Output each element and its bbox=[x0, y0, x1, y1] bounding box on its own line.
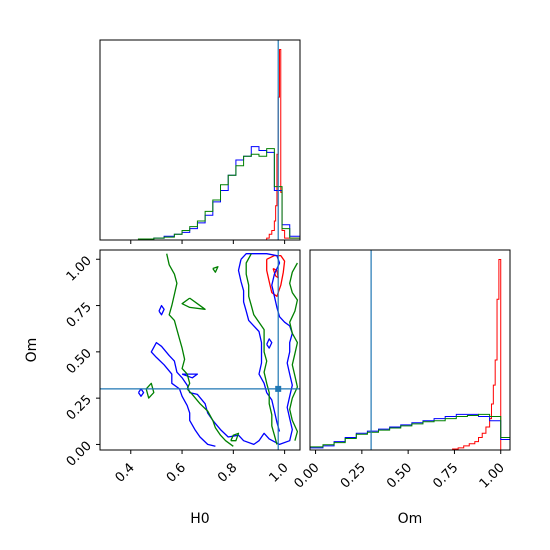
contour-line bbox=[212, 266, 219, 273]
contour-line bbox=[289, 262, 299, 441]
histogram-series bbox=[100, 148, 300, 240]
contour-line bbox=[145, 382, 155, 399]
histogram-series bbox=[258, 49, 300, 240]
axes-frame bbox=[309, 249, 511, 451]
x-axis-title: Om bbox=[398, 511, 423, 527]
truth-marker bbox=[275, 385, 282, 392]
histogram-series bbox=[310, 413, 510, 450]
x-tick-label: 1.0 bbox=[266, 460, 291, 485]
x-tick-label: 0.8 bbox=[215, 460, 240, 485]
contour-line bbox=[166, 253, 234, 447]
axes-frame bbox=[99, 39, 301, 241]
histogram-series bbox=[100, 146, 300, 240]
contour-line bbox=[181, 373, 199, 379]
contour-line bbox=[237, 259, 281, 432]
plot-area bbox=[310, 250, 510, 450]
contour-line bbox=[137, 388, 145, 397]
om-histogram-panel: 0.00 0.25 0.50 0.75 1.00 Om bbox=[292, 249, 511, 527]
histogram-series bbox=[310, 413, 510, 450]
y-tick-label: 0.50 bbox=[64, 346, 95, 377]
contour-line bbox=[245, 253, 278, 445]
y-tick-label: 1.00 bbox=[64, 253, 95, 284]
x-tick-label: 0.50 bbox=[384, 460, 415, 491]
x-tick-label: 0.00 bbox=[292, 460, 323, 491]
h0-om-contour-panel: 0.00 0.25 0.50 0.75 1.00 0.4 0.6 0.8 1.0 H0 Om bbox=[24, 249, 301, 527]
y-tick-label: 0.25 bbox=[64, 392, 95, 423]
x-axis-title: H0 bbox=[190, 511, 209, 527]
y-tick-label: 0.00 bbox=[64, 439, 95, 470]
x-tick-label: 0.75 bbox=[430, 460, 461, 491]
contour-line bbox=[230, 432, 240, 442]
contour-line bbox=[150, 253, 293, 447]
x-tick-label: 0.6 bbox=[164, 460, 189, 485]
x-tick-label: 0.4 bbox=[113, 460, 138, 485]
contour-line bbox=[158, 304, 165, 316]
plot-area bbox=[100, 250, 300, 450]
y-axis-title: Om bbox=[24, 338, 40, 363]
y-tick-label: 0.75 bbox=[64, 300, 95, 331]
plot-area bbox=[100, 40, 300, 240]
x-tick-label: 1.00 bbox=[477, 460, 508, 491]
axes-frame bbox=[99, 249, 301, 451]
x-tick-label: 0.25 bbox=[338, 460, 369, 491]
contour-line bbox=[266, 338, 273, 349]
h0-histogram-panel bbox=[99, 39, 301, 244]
contour-line bbox=[181, 297, 206, 310]
histogram-series bbox=[445, 259, 510, 450]
